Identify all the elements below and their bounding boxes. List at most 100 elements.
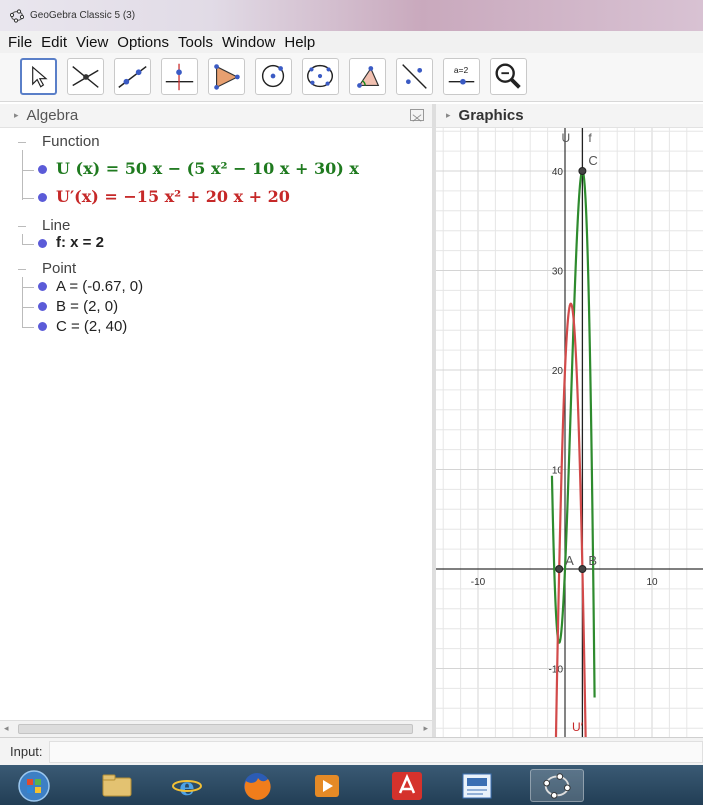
input-bar: Input:	[0, 737, 703, 765]
y-tick-label: -10	[549, 665, 564, 676]
visibility-dot-icon[interactable]	[38, 282, 47, 291]
intersect-tool-button[interactable]	[67, 58, 104, 95]
algebra-view: Function U (x) = 50 x − (5 x² − 10 x + 3…	[0, 128, 432, 720]
intersect-lines-icon	[72, 66, 99, 88]
polygon-icon	[214, 64, 240, 90]
input-label: Input:	[10, 744, 43, 759]
line-f-label: f	[588, 131, 592, 145]
point-b-entry[interactable]: B = (2, 0)	[56, 298, 119, 315]
category-function[interactable]: Function	[42, 133, 100, 150]
visibility-dot-icon[interactable]	[38, 165, 47, 174]
start-button[interactable]	[12, 769, 56, 802]
geogebra-logo-icon	[543, 773, 571, 799]
taskbar-media-player[interactable]	[300, 769, 354, 802]
point-c-entry[interactable]: C = (2, 40)	[56, 318, 128, 335]
menu-tools[interactable]: Tools	[177, 33, 214, 51]
menu-help[interactable]: Help	[284, 33, 316, 51]
conic-tool-button[interactable]	[302, 58, 339, 95]
algebra-horizontal-scrollbar[interactable]: ◂ ▸	[0, 720, 432, 737]
visibility-dot-icon[interactable]	[38, 302, 47, 311]
line-through-points-icon	[118, 65, 147, 88]
ellipse-five-points-icon	[307, 64, 334, 88]
y-tick-label: 20	[552, 366, 564, 377]
circle-center-point-icon	[261, 64, 285, 88]
function-u-entry[interactable]: U (x) = 50 x − (5 x² − 10 x + 30) x	[56, 159, 359, 178]
menu-view[interactable]: View	[76, 33, 109, 51]
magnifier-icon	[495, 63, 521, 89]
move-tool-button[interactable]	[20, 58, 57, 95]
wordpad-icon	[462, 773, 492, 799]
taskbar-internet-explorer[interactable]: e	[160, 769, 214, 802]
circle-tool-button[interactable]	[255, 58, 292, 95]
angle-icon	[357, 66, 380, 88]
algebra-view-header[interactable]: ▸ Algebra	[0, 104, 432, 128]
menu-window[interactable]: Window	[222, 33, 276, 51]
graphics-canvas[interactable]: -10 10 40 30 20 10 -10 A B C U f U′	[436, 128, 703, 737]
windows-taskbar: e	[0, 765, 703, 805]
y-tick-label: 10	[552, 466, 564, 477]
taskbar-wordpad[interactable]	[450, 769, 504, 802]
slider-tool-label: a=2	[454, 65, 469, 75]
reflect-tool-button[interactable]	[396, 58, 433, 95]
internet-explorer-icon: e	[172, 772, 202, 801]
collapse-arrow-icon[interactable]: ▸	[14, 110, 19, 120]
input-field[interactable]	[48, 740, 703, 763]
close-view-icon[interactable]	[410, 109, 424, 122]
graphics-view-header[interactable]: ▸ Graphics	[436, 104, 703, 128]
zoom-tool-button[interactable]	[490, 58, 527, 95]
point-a-entry[interactable]: A = (-0.67, 0)	[56, 278, 144, 295]
point-b-label: B	[588, 553, 597, 568]
reflect-line-icon	[402, 64, 427, 89]
toolbar: a=2	[0, 53, 703, 102]
media-player-icon	[315, 775, 339, 797]
visibility-dot-icon[interactable]	[38, 193, 47, 202]
line-tool-button[interactable]	[114, 58, 151, 95]
line-f-entry[interactable]: f: x = 2	[56, 234, 104, 251]
category-line[interactable]: Line	[42, 217, 71, 234]
x-tick-label: 10	[646, 577, 658, 588]
windows-start-orb-icon	[18, 770, 50, 802]
y-tick-label: 40	[552, 167, 564, 178]
window-title: GeoGebra Classic 5 (3)	[30, 10, 136, 21]
visibility-dot-icon[interactable]	[38, 322, 47, 331]
taskbar-firefox[interactable]	[230, 769, 284, 802]
curve-u-prime-label: U′	[572, 720, 584, 734]
menu-bar: File Edit View Options Tools Window Help	[0, 31, 703, 53]
menu-file[interactable]: File	[8, 33, 33, 51]
curve-u-label: U	[562, 131, 571, 145]
visibility-dot-icon[interactable]	[38, 239, 47, 248]
polygon-tool-button[interactable]	[208, 58, 245, 95]
function-u-prime-entry[interactable]: U′(x) = −15 x² + 20 x + 20	[56, 187, 290, 206]
scroll-right-icon[interactable]: ▸	[423, 723, 428, 733]
collapse-arrow-icon[interactable]: ▸	[446, 110, 451, 120]
x-tick-label: -10	[471, 577, 486, 588]
geogebra-logo-icon	[10, 8, 24, 23]
category-point[interactable]: Point	[42, 260, 77, 277]
slider-tool-button[interactable]: a=2	[443, 58, 480, 95]
title-bar: GeoGebra Classic 5 (3)	[0, 0, 703, 31]
taskbar-acrobat[interactable]	[380, 769, 434, 802]
acrobat-icon	[392, 772, 422, 800]
menu-edit[interactable]: Edit	[41, 33, 68, 51]
point-c-label: C	[588, 153, 597, 168]
point-c	[578, 167, 587, 175]
scroll-left-icon[interactable]: ◂	[4, 723, 9, 733]
graphics-view-title: Graphics	[458, 107, 524, 124]
point-b	[578, 565, 587, 573]
y-tick-label: 30	[552, 267, 564, 278]
scrollbar-thumb[interactable]	[18, 724, 413, 734]
taskbar-file-explorer[interactable]	[90, 769, 144, 802]
curve-u	[550, 169, 596, 698]
menu-options[interactable]: Options	[117, 33, 169, 51]
algebra-view-title: Algebra	[26, 107, 79, 124]
view-divider[interactable]	[432, 104, 436, 737]
perpendicular-tool-button[interactable]	[161, 58, 198, 95]
arrow-cursor-icon	[32, 65, 48, 88]
folder-icon	[102, 774, 132, 797]
firefox-icon	[244, 773, 271, 800]
taskbar-geogebra[interactable]	[530, 769, 584, 802]
point-a-label: A	[565, 553, 574, 568]
angle-tool-button[interactable]	[349, 58, 386, 95]
slider-icon: a=2	[448, 65, 475, 85]
